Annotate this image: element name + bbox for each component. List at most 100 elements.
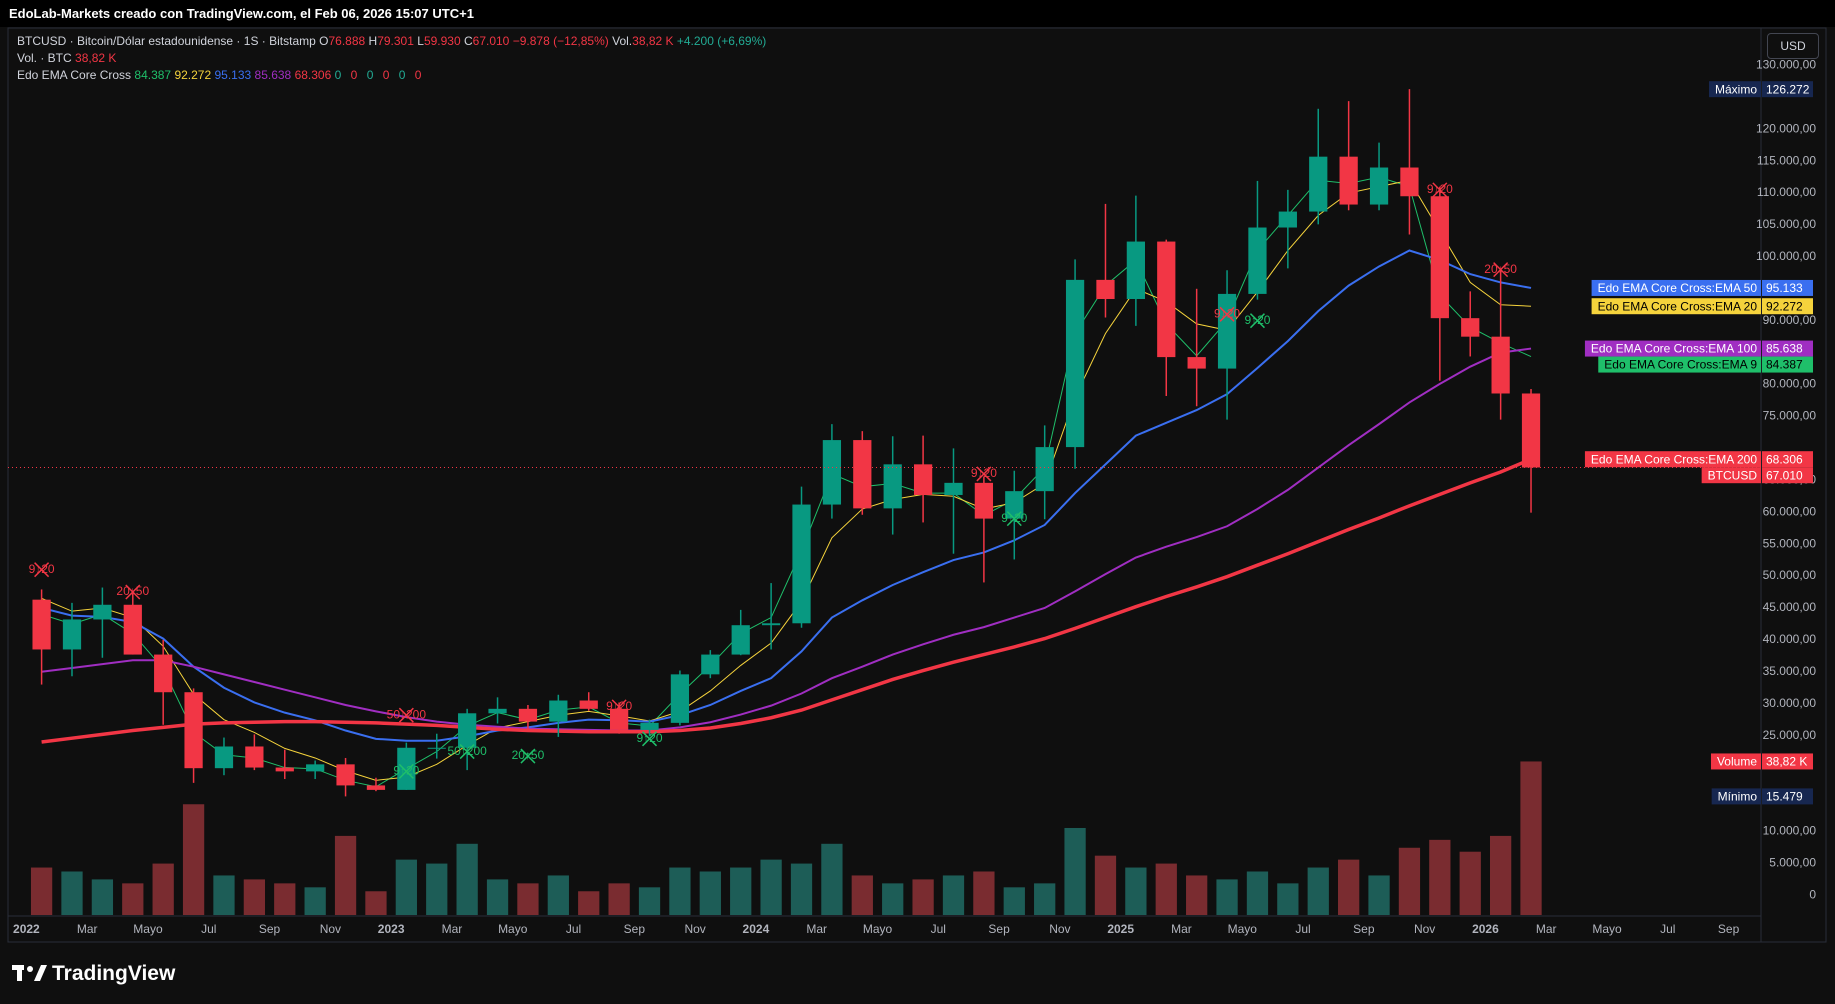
candle-body [214, 746, 234, 769]
ohlc-key: O [319, 34, 329, 48]
x-tick-label: Jul [566, 922, 581, 936]
y-tick-label: 25.000,00 [1763, 728, 1817, 742]
volume-bar [608, 883, 630, 915]
signal-cross [1493, 262, 1509, 278]
volume-bar [1459, 851, 1481, 915]
volume-bar [334, 835, 357, 915]
volume-bar [274, 883, 296, 915]
y-tick-label: 55.000,00 [1763, 536, 1817, 550]
signal-cross [641, 731, 658, 747]
candle-body [1248, 227, 1267, 294]
candle-body [184, 692, 203, 769]
x-tick-label: Mayo [498, 922, 528, 936]
y-tick-label: 110.000,00 [1757, 185, 1816, 199]
badge-name: Mínimo [1718, 790, 1758, 804]
change: −9.878 (−12,85%) [512, 34, 609, 48]
x-tick-label: Sep [988, 922, 1010, 936]
badge-name-bg [1711, 788, 1761, 805]
x-tick-label: Jul [1660, 922, 1675, 936]
zero: 0 [366, 68, 374, 82]
candle-body [306, 764, 325, 772]
candle-body [1339, 156, 1358, 205]
candle-body [123, 604, 142, 655]
y-tick-label: 120.000,00 [1756, 121, 1816, 135]
volume-bar [304, 887, 326, 915]
volume-bar [1064, 827, 1086, 915]
candle-body [549, 700, 568, 722]
price-badge: Volume 38,82 K [1710, 753, 1813, 770]
signal-cross [1006, 511, 1022, 527]
x-tick-label: 2024 [743, 922, 770, 936]
axes: 130.000,00 120.000,00 115.000,00 110.000,00… [13, 58, 1816, 937]
vol-value: 38,82 K [632, 34, 674, 48]
volume-bar [1246, 871, 1269, 915]
indicator: Edo EMA Core Cross [17, 68, 132, 82]
badge-name: BTCUSD [1708, 468, 1758, 482]
candle-body [1157, 241, 1176, 358]
signal-cross [1219, 306, 1235, 322]
volume-bar [1034, 883, 1056, 915]
price-badge: Edo EMA Core Cross:EMA 20 92.272 [1591, 298, 1813, 315]
volume-bar [213, 875, 235, 915]
volume-bar [1003, 887, 1025, 915]
ema-value: 68.306 [294, 68, 332, 82]
candle-body [154, 654, 173, 693]
candle-body [670, 674, 690, 723]
badge-value: 95.133 [1766, 281, 1803, 295]
candle-body [913, 464, 933, 495]
y-tick-label: 60.000,00 [1763, 504, 1817, 518]
candle-body [93, 604, 112, 620]
volume-bar [1338, 859, 1360, 915]
badge-value-bg [1762, 788, 1813, 805]
candle-body [245, 746, 264, 768]
candle-body [336, 764, 355, 786]
candle-body [518, 708, 538, 722]
volume-bar [1277, 883, 1299, 915]
volume-bar [547, 875, 569, 915]
y-tick-label: 5.000,00 [1769, 855, 1816, 869]
volume-bar [152, 863, 174, 915]
x-tick-label: Jul [201, 922, 216, 936]
x-tick-label: Mar [442, 922, 463, 936]
ema-values: 84.387 92.272 95.133 85.638 68.306 [134, 68, 334, 82]
badge-name: Volume [1717, 755, 1757, 769]
ohlc-key: C [463, 34, 473, 48]
candle-body [761, 623, 781, 626]
badge-name-bg [1708, 81, 1761, 98]
x-tick-label: Nov [684, 922, 705, 936]
ohlc-key: H [368, 34, 378, 48]
badge-value-bg [1762, 467, 1813, 484]
ema-line [41, 179, 1532, 781]
x-tick-label: Mayo [133, 922, 163, 936]
candle-body [1187, 357, 1206, 369]
ema-line [41, 249, 1532, 742]
candle-body [366, 785, 386, 790]
x-tick-label: Mar [806, 922, 827, 936]
y-tick-label: 75.000,00 [1763, 409, 1817, 423]
candle-body [458, 713, 477, 748]
x-tick-label: 2022 [13, 922, 40, 936]
vol-key: Vol. [612, 34, 633, 48]
volume-bar [669, 867, 691, 915]
badge-name-bg [1598, 356, 1761, 373]
x-tick-label: Jul [1295, 922, 1310, 936]
volume-bar [1094, 855, 1117, 915]
x-tick-label: Mar [1536, 922, 1557, 936]
candle-body [397, 747, 416, 790]
candle-body [488, 708, 507, 714]
badge-value-bg [1762, 340, 1813, 357]
vol-change: +4.200 (+6,69%) [676, 34, 767, 48]
price-badge: Mínimo 15.479 [1711, 788, 1813, 805]
badge-name-bg [1701, 467, 1761, 484]
signal-cross [398, 707, 414, 723]
ohlc-value: 59.930 [423, 34, 461, 48]
volume-bar [638, 887, 661, 915]
vol-title: Vol. · BTC [17, 51, 72, 65]
volume-bar [1520, 761, 1542, 915]
currency-button[interactable]: USD [1767, 33, 1819, 59]
badge-name-bg [1584, 340, 1761, 357]
volume-bar [486, 879, 509, 915]
volume-bar [942, 875, 965, 915]
brand-name: TradingView [52, 962, 176, 985]
